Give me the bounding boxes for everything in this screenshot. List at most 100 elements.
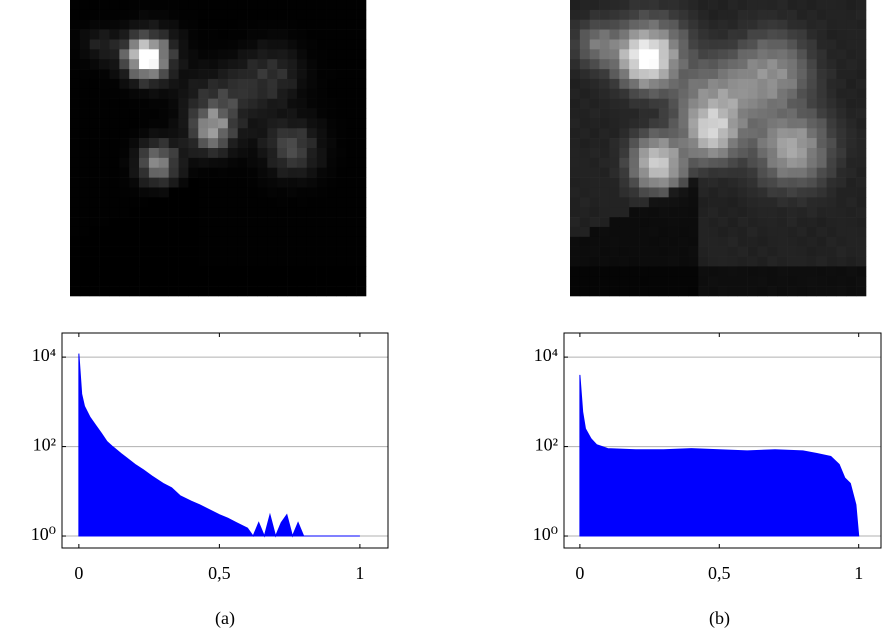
pixel [619, 108, 630, 119]
pixel [599, 0, 610, 11]
pixel [836, 9, 847, 21]
pixel [267, 39, 278, 50]
pixel [227, 226, 239, 238]
pixel [856, 148, 867, 159]
pixel [316, 128, 327, 139]
pixel [658, 118, 669, 129]
pixel [856, 0, 867, 11]
pixel [316, 88, 327, 99]
pixel [277, 266, 288, 277]
pixel [579, 266, 591, 277]
pixel [99, 256, 110, 267]
pixel [99, 276, 110, 287]
pixel [678, 236, 689, 247]
pixel [836, 19, 847, 30]
pixel [99, 69, 110, 80]
pixel [109, 286, 120, 297]
pixel [316, 197, 327, 208]
pixel [718, 69, 729, 80]
pixel [737, 207, 748, 218]
pixel [727, 59, 739, 70]
pixel [599, 286, 610, 297]
pixel [777, 256, 788, 267]
pixel [70, 256, 81, 267]
pixel [237, 98, 248, 109]
pixel [139, 286, 150, 297]
pixel [806, 286, 817, 297]
pixel [296, 69, 308, 80]
pixel [99, 128, 110, 139]
pixel [727, 19, 739, 30]
pixel [619, 276, 630, 287]
pixel [277, 217, 288, 228]
pixel [796, 59, 808, 70]
pixel [237, 187, 248, 198]
pixel [836, 78, 847, 90]
pixel [287, 197, 298, 208]
pixel [89, 236, 100, 247]
pixel [326, 29, 337, 40]
pixel [267, 29, 278, 40]
pixel [287, 29, 298, 40]
pixel [658, 167, 669, 178]
pixel [70, 49, 81, 60]
pixel [346, 88, 357, 99]
pixel [178, 0, 189, 11]
pixel [826, 197, 837, 208]
pixel [306, 236, 317, 247]
pixel [757, 138, 768, 149]
pixel [227, 167, 239, 178]
pixel [806, 177, 817, 188]
pixel [326, 187, 337, 198]
pixel [158, 49, 169, 60]
pixel [109, 118, 120, 129]
pixel [70, 138, 81, 149]
pixel [846, 39, 857, 50]
pixel [836, 49, 847, 60]
pixel [336, 207, 347, 218]
pixel [208, 148, 219, 159]
pixel [747, 207, 758, 218]
pixel [658, 0, 669, 11]
pixel [356, 256, 367, 267]
pixel [787, 49, 798, 60]
pixel [678, 138, 689, 149]
pixel [70, 98, 81, 109]
pixel [787, 138, 798, 149]
pixel [806, 148, 817, 159]
pixel [767, 148, 778, 159]
pixel [648, 59, 660, 70]
y-tick-label: 10⁴ [32, 345, 56, 365]
pixel [336, 187, 347, 198]
pixel [826, 187, 837, 198]
pixel [639, 19, 650, 30]
pixel [188, 217, 199, 228]
pixel [796, 177, 808, 188]
pixel [777, 49, 788, 60]
pixel [129, 128, 140, 139]
pixel [247, 69, 258, 80]
pixel [648, 177, 660, 188]
pixel [629, 49, 640, 60]
pixel [737, 9, 748, 21]
pixel [767, 19, 778, 30]
pixel [326, 128, 337, 139]
pixel [316, 59, 327, 70]
pixel [267, 108, 278, 119]
pixel [79, 138, 91, 149]
pixel [599, 108, 610, 119]
pixel [757, 246, 768, 257]
pixel [599, 9, 610, 21]
pixel [356, 118, 367, 129]
pixel [158, 217, 169, 228]
pixel [629, 138, 640, 149]
pixel [846, 197, 857, 208]
pixel [326, 9, 337, 21]
caption: (a) [215, 608, 235, 629]
pixel [139, 0, 150, 11]
pixel [119, 207, 130, 218]
pixel [648, 157, 660, 169]
pixel [688, 157, 699, 169]
pixel [599, 187, 610, 198]
pixel [718, 98, 729, 109]
